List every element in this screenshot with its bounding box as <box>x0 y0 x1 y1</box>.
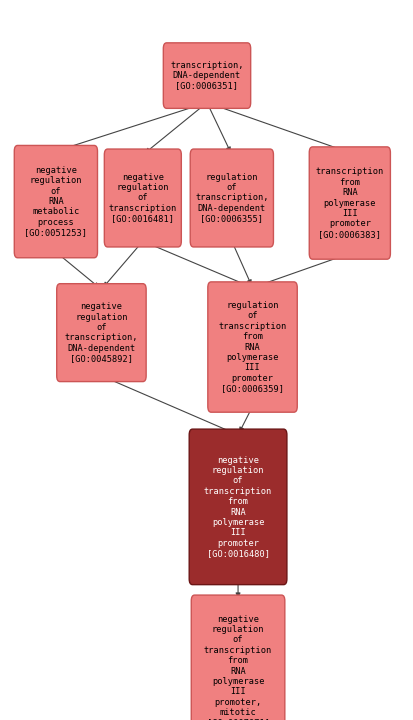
FancyBboxPatch shape <box>189 429 286 585</box>
FancyBboxPatch shape <box>309 147 389 259</box>
FancyBboxPatch shape <box>104 149 181 247</box>
Text: transcription,
DNA-dependent
[GO:0006351]: transcription, DNA-dependent [GO:0006351… <box>170 60 243 91</box>
Text: negative
regulation
of
transcription
from
RNA
polymerase
III
promoter,
mitotic
[: negative regulation of transcription fro… <box>204 615 271 720</box>
FancyBboxPatch shape <box>57 284 146 382</box>
Text: negative
regulation
of
transcription,
DNA-dependent
[GO:0045892]: negative regulation of transcription, DN… <box>64 302 138 363</box>
FancyBboxPatch shape <box>207 282 297 412</box>
FancyBboxPatch shape <box>190 149 273 247</box>
Text: regulation
of
transcription,
DNA-dependent
[GO:0006355]: regulation of transcription, DNA-depende… <box>195 173 268 223</box>
FancyBboxPatch shape <box>191 595 284 720</box>
Text: regulation
of
transcription
from
RNA
polymerase
III
promoter
[GO:0006359]: regulation of transcription from RNA pol… <box>218 301 286 393</box>
Text: transcription
from
RNA
polymerase
III
promoter
[GO:0006383]: transcription from RNA polymerase III pr… <box>315 167 383 239</box>
Text: negative
regulation
of
transcription
from
RNA
polymerase
III
promoter
[GO:001648: negative regulation of transcription fro… <box>204 456 271 558</box>
FancyBboxPatch shape <box>14 145 97 258</box>
FancyBboxPatch shape <box>163 43 250 108</box>
Text: negative
regulation
of
transcription
[GO:0016481]: negative regulation of transcription [GO… <box>109 173 176 223</box>
Text: negative
regulation
of
RNA
metabolic
process
[GO:0051253]: negative regulation of RNA metabolic pro… <box>24 166 87 238</box>
